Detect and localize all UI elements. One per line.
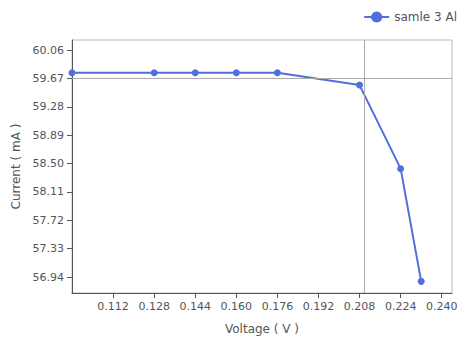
svg-text:0.160: 0.160 [221, 300, 253, 313]
svg-text:samle 3 Al: samle 3 Al [394, 10, 457, 24]
svg-text:0.112: 0.112 [97, 300, 129, 313]
svg-text:0.144: 0.144 [179, 300, 211, 313]
svg-text:0.128: 0.128 [138, 300, 170, 313]
svg-text:Voltage ( V ): Voltage ( V ) [225, 322, 299, 336]
svg-text:0.192: 0.192 [303, 300, 335, 313]
svg-text:59.28: 59.28 [33, 100, 65, 113]
svg-text:0.224: 0.224 [385, 300, 417, 313]
svg-text:Current ( mA ): Current ( mA ) [9, 124, 23, 210]
svg-text:0.208: 0.208 [344, 300, 376, 313]
svg-text:56.94: 56.94 [33, 271, 65, 284]
svg-text:60.06: 60.06 [33, 44, 65, 57]
svg-text:0.176: 0.176 [262, 300, 294, 313]
svg-text:57.33: 57.33 [33, 242, 65, 255]
svg-text:58.50: 58.50 [33, 157, 65, 170]
svg-text:59.67: 59.67 [33, 72, 65, 85]
svg-text:58.89: 58.89 [33, 129, 65, 142]
svg-text:58.11: 58.11 [33, 185, 65, 198]
svg-text:57.72: 57.72 [33, 214, 65, 227]
svg-text:0.240: 0.240 [426, 300, 458, 313]
